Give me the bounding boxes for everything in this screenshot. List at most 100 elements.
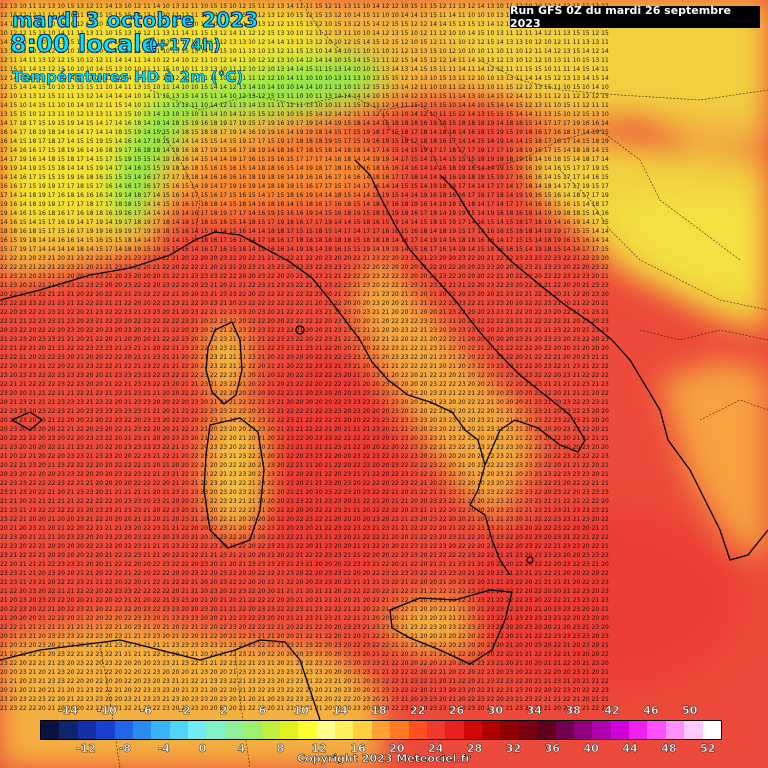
legend-tick-label: 20: [389, 742, 405, 755]
svg-text:22 23 23 22 22 22 23 22 21 21: 22 23 23 22 22 22 23 22 21 21 20 20 20 2…: [0, 480, 609, 487]
legend-swatch: [445, 721, 464, 739]
legend-swatch: [59, 721, 78, 739]
legend-tick-label: 36: [544, 742, 560, 755]
svg-text:21 23 23 20 23 23 21 21 20 21: 21 23 23 20 23 23 21 21 20 21 22 20 21 2…: [0, 336, 609, 343]
svg-text:20 23 23 20 23 21 22 20 20 22: 20 23 23 20 23 21 22 20 20 22 20 22 23 2…: [0, 417, 609, 424]
svg-text:21 22 22 22 21 20 23 22 21 22: 21 22 22 22 21 20 23 22 21 22 23 22 21 2…: [0, 651, 609, 658]
forecast-lead: (+174h): [148, 35, 222, 55]
svg-text:21 21 20 23 21 23 23 22 20 20: 21 21 20 23 21 23 23 22 20 20 22 20 20 2…: [0, 678, 609, 685]
svg-text:20 23 22 20 22 22 20 23 20 22: 20 23 22 20 22 22 20 23 20 22 20 23 20 2…: [0, 327, 609, 334]
svg-text:14 17 19 16 14 18 15 18 17 14: 14 17 19 16 14 18 15 18 17 14 15 17 15 1…: [0, 156, 609, 163]
svg-text:20 20 23 21 20 21 23 20 22 23: 20 20 23 21 20 21 23 20 22 23 21 22 20 2…: [0, 669, 609, 676]
svg-text:23 20 23 22 23 22 20 21 22 23: 23 20 23 22 23 22 20 21 22 23 23 20 20 2…: [0, 696, 609, 703]
legend-swatch: [555, 721, 574, 739]
legend-tick-label: 26: [448, 704, 465, 717]
legend-tick-label: 46: [643, 704, 659, 717]
svg-text:20 22 22 22 20 23 20 22 20 23: 20 22 22 22 20 23 20 22 20 23 23 22 20 2…: [0, 435, 609, 442]
legend-tick-label: 30: [487, 704, 504, 717]
svg-text:23 21 22 22 21 20 20 20 20 22: 23 21 22 22 21 20 20 20 20 22 20 21 22 2…: [0, 552, 609, 559]
svg-text:11 15 11 14 13 12 15 10 10 10: 11 15 11 14 13 12 15 10 10 10 14 15 13 1…: [0, 66, 609, 73]
legend-swatch: [500, 721, 519, 739]
svg-text:14 10 10 10 13 10 12 10 12 12: 14 10 10 10 13 10 12 10 12 12 10 14 12 1…: [0, 21, 609, 28]
legend-swatch: [610, 721, 629, 739]
svg-text:23 22 20 22 21 21 23 20 23 22: 23 22 20 22 21 21 23 20 23 22 20 23 22 2…: [0, 660, 609, 667]
legend-tick-label: 22: [410, 704, 426, 717]
color-legend: [40, 720, 722, 740]
legend-tick-label: 8: [276, 742, 285, 755]
legend-swatch: [298, 721, 317, 739]
legend-swatch: [243, 721, 262, 739]
legend-swatch: [316, 721, 335, 739]
svg-text:16 14 15 18 17 18 17 14 15 15: 16 14 15 18 17 18 17 14 15 15 19 15 14 1…: [0, 138, 609, 145]
legend-swatch: [132, 721, 152, 739]
legend-tick-label: 34: [526, 704, 542, 717]
legend-tick-label: 24: [428, 742, 444, 755]
svg-text:22 23 20 22 21 20 20 20 20 22: 22 23 20 22 21 20 20 20 20 22 23 22 20 2…: [0, 543, 609, 550]
legend-swatch: [684, 721, 703, 739]
svg-text:15 17 19 17 14 14 14 14 18 14: 15 17 19 17 14 14 14 14 18 14 15 17 14 1…: [0, 246, 609, 253]
legend-swatch: [206, 721, 225, 739]
svg-text:22 23 20 21 21 21 20 23 23 20: 22 23 20 21 21 21 20 23 23 20 20 23 23 2…: [0, 534, 609, 541]
legend-tick-label: 44: [622, 742, 638, 755]
legend-swatch: [426, 721, 446, 739]
legend-swatch: [390, 721, 409, 739]
svg-text:16 15 19 18 14 14 16 16 14 15: 16 15 19 18 14 14 16 16 14 15 16 15 15 1…: [0, 237, 609, 244]
svg-text:20 22 23 21 22 21 21 21 20 22: 20 22 23 21 22 21 21 21 20 22 20 22 22 2…: [0, 291, 609, 298]
svg-text:20 22 23 20 22 21 20 22 23 21: 20 22 23 20 22 21 20 22 23 21 20 22 22 2…: [0, 606, 609, 613]
svg-text:12 13 10 11 12 13 10 15 13 12: 12 13 10 11 12 13 10 15 13 12 11 14 13 1…: [0, 3, 609, 10]
legend-swatch: [169, 721, 188, 739]
legend-swatch: [188, 721, 207, 739]
svg-text:21 22 20 23 20 22 21 21 22 22: 21 22 20 23 20 22 21 21 22 22 20 22 23 2…: [0, 588, 609, 595]
svg-text:22 21 22 21 20 21 21 22 22 23: 22 21 22 21 20 21 21 22 22 23 23 23 21 2…: [0, 345, 609, 352]
forecast-time: 8:00 locale: [10, 30, 159, 59]
svg-text:16 16 17 15 19 19 17 17 18 15: 16 16 17 15 19 19 17 17 18 15 17 16 14 1…: [0, 183, 609, 190]
legend-tick-label: 18: [371, 704, 387, 717]
svg-text:14 17 18 17 15 19 15 19 14 15: 14 17 18 17 15 19 15 19 14 15 14 17 14 1…: [0, 120, 609, 127]
svg-text:20 21 23 21 20 23 23 23 22 22: 20 21 23 21 20 23 23 23 22 22 23 20 23 2…: [0, 633, 609, 640]
svg-text:21 23 23 20 23 21 21 20 20 23: 21 23 23 20 23 21 21 20 20 23 23 22 20 2…: [0, 273, 609, 280]
legend-tick-label: -2: [178, 704, 191, 717]
svg-text:23 20 23 23 22 22 23 23 23 20: 23 20 23 23 22 22 23 23 23 20 20 21 23 2…: [0, 372, 609, 379]
legend-swatch: [224, 721, 244, 739]
svg-text:22 22 23 21 22 21 22 23 21 20: 22 22 23 21 22 21 22 23 21 20 21 21 23 2…: [0, 264, 609, 271]
temperature-value-grid: 12 13 10 11 12 13 10 15 13 12 11 14 13 1…: [0, 3, 609, 712]
legend-tick-label: -6: [139, 704, 152, 717]
svg-text:21 20 23 20 23 20 21 23 20 21: 21 20 23 20 23 20 21 23 20 21 22 21 23 2…: [0, 642, 609, 649]
svg-text:22 21 21 22 23 23 21 23 20 23: 22 21 21 22 23 23 21 23 20 23 21 22 23 2…: [0, 318, 609, 325]
svg-text:12 15 14 14 15 10 10 13 15 15: 12 15 14 14 15 10 10 13 15 15 11 10 14 1…: [0, 84, 609, 91]
legend-tick-label: 4: [237, 742, 246, 755]
svg-text:22 20 21 21 21 22 23 23 21 20: 22 20 21 21 21 22 23 23 21 20 20 21 22 2…: [0, 561, 609, 568]
svg-text:21 23 20 21 21 21 22 23 22 23: 21 23 20 21 21 21 22 23 22 23 23 20 20 2…: [0, 282, 609, 289]
legend-swatch: [482, 721, 501, 739]
legend-tick-label: 42: [604, 704, 620, 717]
legend-tick-label: -8: [118, 742, 132, 755]
svg-text:12 11 14 11 13 12 12 15 10 12: 12 11 14 11 13 12 12 15 10 12 12 11 14 1…: [0, 57, 609, 64]
svg-text:22 22 21 21 21 21 21 21 21 21: 22 22 21 21 21 21 21 21 21 21 21 22 21 2…: [0, 624, 609, 631]
svg-text:20 21 20 21 20 21 21 20 21 23: 20 21 20 21 20 21 21 20 21 23 22 22 21 2…: [0, 687, 609, 694]
svg-text:17 14 16 16 17 15 18 19 16 14: 17 14 16 16 17 15 18 19 16 14 16 18 19 1…: [0, 147, 609, 154]
svg-text:20 22 21 23 20 21 23 22 22 22: 20 22 21 23 20 21 23 22 22 22 20 20 22 2…: [0, 462, 609, 469]
legend-tick-label: 0: [198, 742, 207, 755]
legend-tick-label: 16: [350, 742, 366, 755]
svg-text:22 20 23 22 21 23 21 22 20 21: 22 20 23 22 21 23 21 22 20 21 23 22 22 2…: [0, 309, 609, 316]
svg-text:12 10 13 13 12 15 11 11 13 12: 12 10 13 13 12 15 11 11 13 12 14 14 14 1…: [0, 93, 609, 100]
svg-text:12 14 13 14 13 11 14 14 15 14: 12 14 13 14 13 11 14 14 15 14 14 13 10 1…: [0, 75, 609, 82]
svg-text:19 19 14 19 15 15 18 14 14 15: 19 19 14 19 15 15 18 14 14 15 19 14 17 1…: [0, 165, 609, 172]
svg-text:20 21 23 21 21 21 23 23 23 21: 20 21 23 21 21 21 23 23 23 21 23 22 20 2…: [0, 399, 609, 406]
svg-text:20 23 20 23 20 20 22 21 22 20: 20 23 20 23 20 20 22 21 22 20 23 20 22 2…: [0, 426, 609, 433]
svg-text:21 20 20 20 21 22 22 20 21 22: 21 20 20 20 21 22 22 20 21 22 20 22 20 2…: [0, 615, 609, 622]
svg-text:18 18 16 18 15 17 15 16 17 19: 18 18 16 18 15 17 15 16 17 19 19 16 19 1…: [0, 228, 609, 235]
run-label: Run GFS 0Z du mardi 26 septembre 2023: [510, 4, 731, 30]
legend-tick-label: -10: [96, 704, 117, 717]
legend-bottom-ticks: -12 -8 -4 0 4 8 12 16 20 24 28 32 36 40 44 48 52: [40, 742, 720, 756]
svg-text:23 23 21 21 20 23 20 20 21 21: 23 23 21 21 20 23 20 20 21 21 20 22 22 2…: [0, 570, 609, 577]
svg-text:20 21 20 23 21 20 21 22 20 22: 20 21 20 23 21 20 21 22 20 22 21 21 21 2…: [0, 525, 609, 532]
borders: [99, 0, 768, 768]
legend-swatch: [353, 721, 372, 739]
svg-text:19 14 16 15 16 18 16 17 16 18: 19 14 16 15 16 18 16 17 16 18 18 16 19 1…: [0, 210, 609, 217]
legend-swatch: [371, 721, 391, 739]
legend-tick-label: -12: [76, 742, 96, 755]
svg-text:21 20 23 20 23 23 22 20 20 21: 21 20 23 20 23 23 22 20 20 21 22 20 22 2…: [0, 597, 609, 604]
